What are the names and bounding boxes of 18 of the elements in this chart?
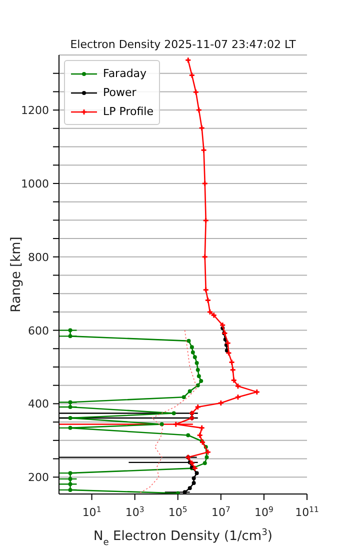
x-tick-label: 10$^{1}$: [82, 504, 102, 519]
y-tick-label: 1000: [21, 177, 49, 190]
y-axis-title: Range [km]: [8, 236, 24, 312]
legend-label: Faraday: [103, 67, 147, 80]
y-tick-label: 200: [28, 471, 49, 484]
x-tick-label: 10$^{5}$: [168, 504, 188, 519]
y-tick-label: 800: [28, 250, 49, 264]
x-tick-label: 10$^{7}$: [211, 504, 230, 519]
x-tick-label: 10$^{9}$: [254, 504, 274, 519]
y-tick-label: 600: [28, 324, 49, 338]
x-tick-label: 10$^{11}$: [295, 504, 319, 519]
chart-title: Electron Density 2025-11-07 23:47:02 LT: [70, 38, 296, 51]
legend-label: LP Profile: [103, 105, 154, 118]
x-tick-label: 10$^{3}$: [125, 504, 144, 519]
y-tick-label: 400: [28, 398, 49, 411]
y-tick-label: 1200: [21, 104, 49, 118]
x-axis-title: N$_{e}$ Electron Density (1/cm$^{3}$): [94, 528, 272, 548]
legend-label: Power: [103, 86, 136, 99]
